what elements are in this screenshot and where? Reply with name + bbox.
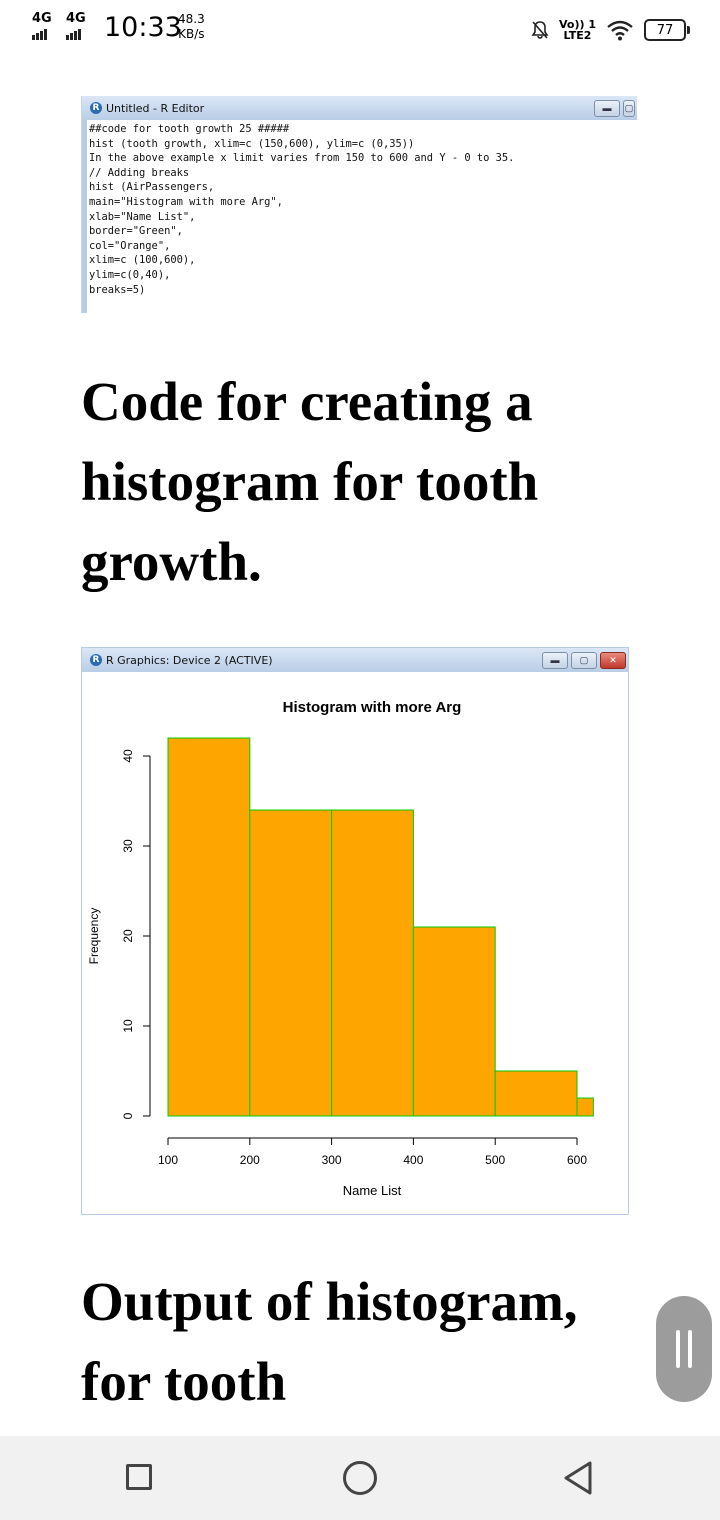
y-axis-label: Frequency <box>87 908 101 965</box>
editor-titlebar: R Untitled - R Editor <box>82 96 637 120</box>
speed-value: 48.3 <box>178 12 205 26</box>
histogram-chart: Histogram with more Arg Name List Freque… <box>87 699 594 1198</box>
mute-icon <box>531 21 549 39</box>
y-tick-label: 0 <box>121 1112 135 1119</box>
y-tick-label: 30 <box>121 839 135 853</box>
navigation-bar <box>0 1436 720 1520</box>
histogram-bar <box>331 809 414 1117</box>
y-tick-label: 10 <box>121 1019 135 1033</box>
volte-top: Vo)) 1 <box>558 18 596 31</box>
editor-title: Untitled - R Editor <box>106 101 205 115</box>
x-axis: 100 200 300 400 500 600 <box>158 1137 587 1167</box>
clock: 10:33 <box>104 12 182 43</box>
x-tick-label: 500 <box>485 1153 505 1167</box>
x-tick-label: 100 <box>158 1153 178 1167</box>
minimize-icon: ▬ <box>542 652 568 669</box>
graphics-title: R Graphics: Device 2 (ACTIVE) <box>106 653 273 667</box>
battery-level: 77 <box>644 19 686 41</box>
status-bar: 4G 4G 10:33 48.3 KB/s Vo)) 1 LTE2 77 <box>0 0 720 56</box>
editor-window-controls: ▬ ▢ <box>594 100 635 117</box>
x-axis-label: Name List <box>343 1183 402 1198</box>
network-speed: 48.3 KB/s <box>178 12 205 42</box>
recents-square-icon[interactable] <box>126 1464 152 1490</box>
code-text: ##code for tooth growth 25 ##### hist (t… <box>89 123 515 296</box>
graphics-window-controls: ▬ ▢ ✕ <box>542 652 626 669</box>
chart-title: Histogram with more Arg <box>283 699 462 716</box>
network-label-1: 4G <box>32 11 52 26</box>
y-tick-label: 40 <box>121 749 135 763</box>
y-tick-label: 20 <box>121 929 135 943</box>
r-editor-screenshot: R Untitled - R Editor ▬ ▢ ##code for too… <box>81 96 637 313</box>
signal-icon-2: 4G <box>66 12 86 40</box>
speed-unit: KB/s <box>178 27 205 41</box>
histogram-bar <box>249 809 333 1117</box>
histogram-bar <box>412 926 496 1117</box>
heading-code: Code for creating a histogram for tooth … <box>81 371 539 592</box>
volte-bottom: LTE2 <box>563 29 592 42</box>
r-logo-icon: R <box>90 654 102 666</box>
signal-icon: 4G <box>32 12 52 40</box>
floating-menu-handle[interactable] <box>656 1296 712 1402</box>
graphics-titlebar: R R Graphics: Device 2 (ACTIVE) <box>82 648 628 672</box>
wifi-icon <box>607 20 633 41</box>
volte-indicator: Vo)) 1 LTE2 <box>559 19 596 41</box>
x-tick-label: 600 <box>567 1153 587 1167</box>
network-label-2: 4G <box>66 11 86 26</box>
x-tick-label: 200 <box>240 1153 260 1167</box>
heading-output: Output of histogram, for tooth <box>81 1271 578 1412</box>
histogram-bar <box>167 737 251 1117</box>
home-circle-icon[interactable] <box>343 1461 377 1495</box>
x-tick-label: 300 <box>322 1153 342 1167</box>
minimize-icon: ▬ <box>594 100 620 117</box>
histogram-bar <box>576 1097 594 1117</box>
maximize-icon: ▢ <box>623 100 635 117</box>
y-axis: 0 10 20 30 40 <box>121 749 151 1119</box>
battery-icon: 77 <box>644 19 690 41</box>
histogram-bar <box>494 1070 578 1117</box>
close-icon: ✕ <box>600 652 626 669</box>
x-tick-label: 400 <box>403 1153 423 1167</box>
back-triangle-icon[interactable] <box>562 1460 594 1496</box>
r-graphics-screenshot: R R Graphics: Device 2 (ACTIVE) ▬ ▢ ✕ Hi… <box>81 647 629 1215</box>
r-logo-icon: R <box>90 102 102 114</box>
histogram-bars <box>167 737 594 1117</box>
maximize-icon: ▢ <box>571 652 597 669</box>
